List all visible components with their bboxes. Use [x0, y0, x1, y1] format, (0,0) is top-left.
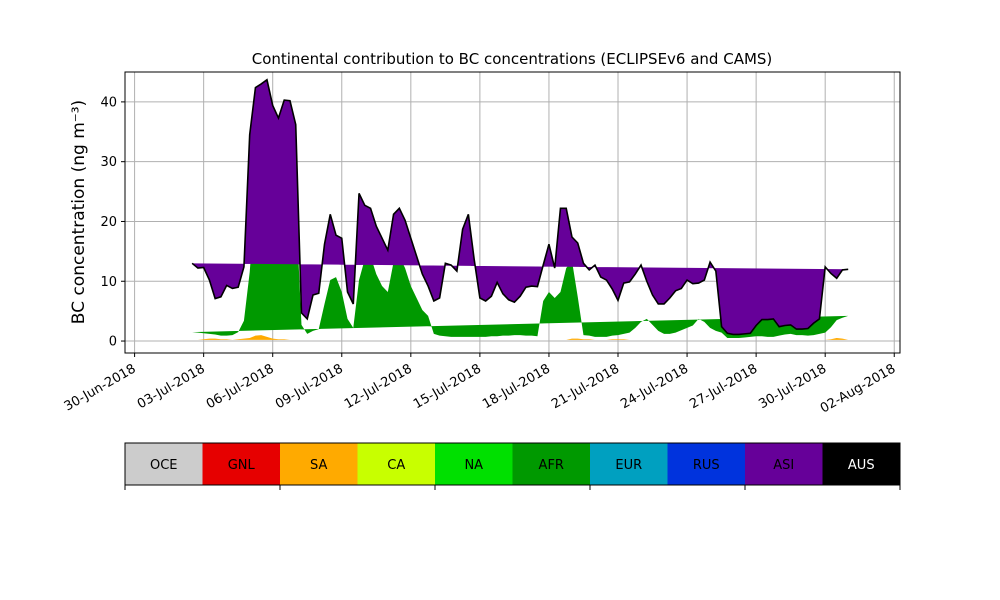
y-axis-ticks: 0 10 20 30 40: [100, 95, 125, 350]
legend-swatch-afr: [512, 443, 591, 485]
legend-label-rus: RUS: [693, 458, 720, 473]
legend-swatch-asi: [745, 443, 823, 485]
legend-swatch-gnl: [202, 443, 281, 485]
y-tick-label: 40: [100, 95, 117, 110]
legend-swatch-sa: [280, 443, 358, 485]
area-series-asi: [192, 79, 849, 335]
y-tick-label: 0: [109, 335, 117, 350]
x-axis-ticks: 30-Jun-201803-Jul-201806-Jul-201809-Jul-…: [62, 353, 898, 417]
x-tick-label: 03-Jul-2018: [135, 361, 208, 412]
y-tick-label: 10: [100, 275, 117, 290]
legend-swatch-ca: [357, 443, 436, 485]
stacked-areas: [191, 78, 849, 340]
legend-label-afr: AFR: [539, 458, 564, 473]
plot-frame: [124, 71, 901, 354]
legend-swatch-na: [435, 443, 513, 485]
y-tick-label: 20: [100, 215, 117, 230]
legend-swatch-rus: [667, 443, 746, 485]
legend-label-aus: AUS: [848, 458, 875, 473]
x-tick-label: 12-Jul-2018: [342, 361, 415, 412]
legend-label-asi: ASI: [773, 458, 794, 473]
x-tick-label: 30-Jun-2018: [62, 361, 139, 414]
x-tick-label: 09-Jul-2018: [273, 361, 346, 412]
legend-label-gnl: GNL: [228, 458, 256, 473]
y-tick-label: 30: [100, 155, 117, 170]
legend-swatch-oce: [125, 443, 203, 485]
total-line: [191, 78, 849, 336]
legend-label-sa: SA: [310, 458, 327, 473]
plot-area: 30-Jun-201803-Jul-201806-Jul-201809-Jul-…: [62, 71, 901, 417]
legend-label-ca: CA: [387, 458, 405, 473]
x-tick-label: 24-Jul-2018: [618, 361, 691, 412]
x-tick-label: 02-Aug-2018: [818, 361, 898, 416]
x-tick-label: 06-Jul-2018: [204, 361, 277, 412]
legend-swatch-eur: [590, 443, 668, 485]
legend-colorbar: OCE GNL SA CA NA AFR EUR RUS ASI AUS: [124, 442, 901, 490]
x-tick-label: 18-Jul-2018: [480, 361, 553, 412]
legend-label-eur: EUR: [615, 458, 642, 473]
y-axis-label: BC concentration (ng m⁻³): [69, 100, 89, 324]
x-tick-label: 21-Jul-2018: [549, 361, 622, 412]
x-tick-label: 27-Jul-2018: [687, 361, 760, 412]
chart-title: Continental contribution to BC concentra…: [252, 50, 773, 68]
legend-swatch-aus: [822, 443, 901, 485]
area-series-sa: [192, 335, 849, 340]
legend-label-na: NA: [464, 458, 483, 473]
legend-label-oce: OCE: [150, 458, 178, 473]
x-tick-label: 15-Jul-2018: [411, 361, 484, 412]
colorbar-frame: [124, 442, 901, 486]
